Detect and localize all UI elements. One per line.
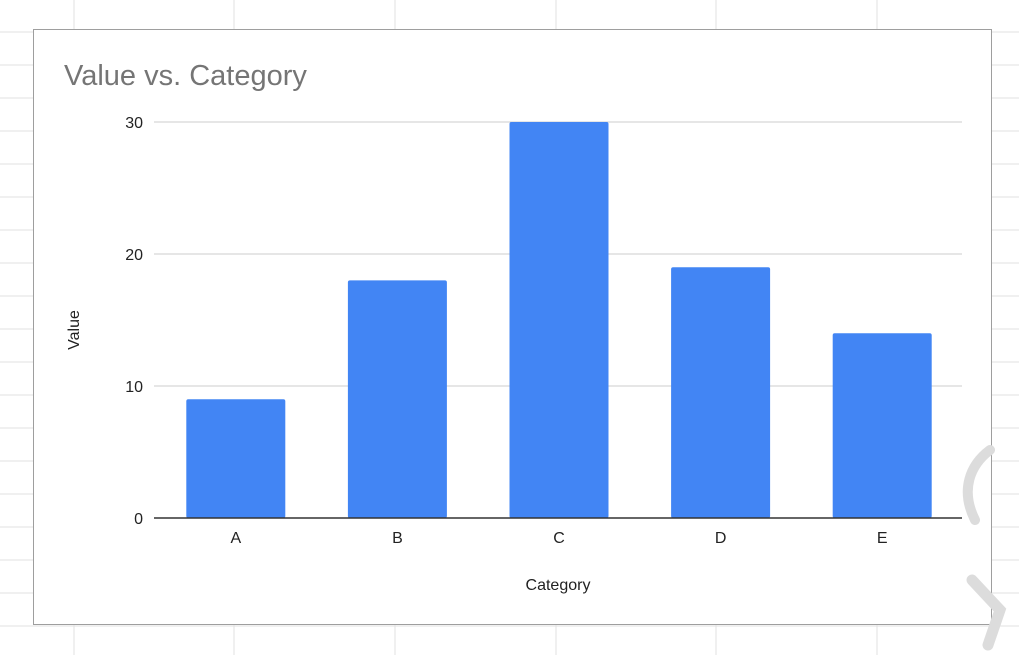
bars — [186, 122, 932, 518]
bar-b[interactable] — [347, 280, 447, 518]
x-tick-label: E — [877, 530, 888, 547]
y-tick-label: 20 — [125, 247, 143, 264]
y-tick-label: 0 — [134, 511, 143, 528]
y-tick-labels: 0 10 20 30 — [125, 115, 143, 528]
y-axis-label: Value — [66, 310, 83, 350]
x-tick-labels: A B C D E — [230, 530, 887, 547]
y-tick-label: 10 — [125, 379, 143, 396]
bar-a[interactable] — [186, 399, 286, 518]
x-axis-label: Category — [526, 577, 591, 594]
chart-title: Value vs. Category — [64, 60, 307, 92]
x-tick-label: B — [392, 530, 403, 547]
bar-d[interactable] — [671, 267, 771, 518]
y-tick-label: 30 — [125, 115, 143, 132]
bar-e[interactable] — [832, 333, 932, 518]
x-tick-label: D — [715, 530, 727, 547]
bar-c[interactable] — [509, 122, 609, 518]
x-tick-label: C — [553, 530, 565, 547]
x-tick-label: A — [230, 530, 241, 547]
